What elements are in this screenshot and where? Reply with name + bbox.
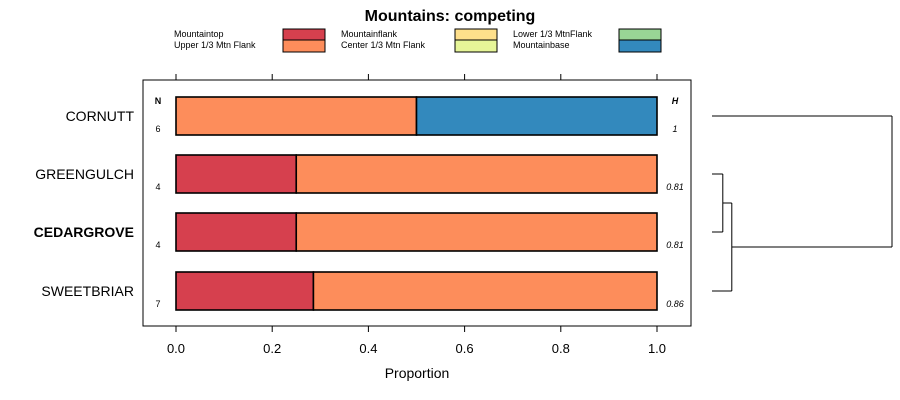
x-axis: 0.0 0.2 0.4 0.6 0.8 1.0	[167, 74, 666, 356]
legend-label-upper-1-3-mtn-flank: Upper 1/3 Mtn Flank	[174, 40, 256, 50]
legend-label-center-1-3-mtn-flank: Center 1/3 Mtn Flank	[341, 40, 426, 50]
row-label-cedargrove: CEDARGROVE	[34, 224, 134, 240]
bar-cedargrove-upper-1-3-mtn-flank	[295, 212, 658, 252]
dendrogram	[712, 115, 893, 292]
x-tick-label: 0.2	[263, 341, 281, 356]
row-annotations: 6 1 4 0.81 4 0.81 7 0.86	[155, 124, 683, 309]
x-tick-label: 1.0	[648, 341, 666, 356]
h-value-cedargrove: 0.81	[666, 240, 684, 250]
bar-greengulch-mountaintop	[175, 154, 298, 194]
bar-cedargrove-mountaintop	[175, 212, 298, 252]
row-label-sweetbriar: SWEETBRIAR	[41, 283, 134, 299]
chart-title: Mountains: competing	[365, 8, 536, 25]
legend-swatch-mountainbase	[618, 39, 662, 53]
bar-cornutt-upper-1-3-mtn-flank	[175, 96, 418, 136]
x-tick-label: 0.6	[456, 341, 474, 356]
n-value-sweetbriar: 7	[155, 299, 160, 309]
n-value-greengulch: 4	[155, 182, 160, 192]
row-label-greengulch: GREENGULCH	[35, 166, 134, 182]
bars-group	[175, 96, 658, 311]
x-tick-label: 0.4	[359, 341, 377, 356]
legend-label-mountainflank: Mountainflank	[341, 29, 398, 39]
legend-label-lower-1-3-mtnflank: Lower 1/3 MtnFlank	[513, 29, 593, 39]
bar-sweetbriar-mountaintop	[175, 271, 315, 311]
n-value-cedargrove: 4	[155, 240, 160, 250]
legend-swatch-mountainflank	[454, 28, 498, 42]
legend-swatch-mountaintop	[282, 28, 326, 42]
h-value-cornutt: 1	[672, 124, 677, 134]
legend-label-mountaintop: Mountaintop	[174, 29, 224, 39]
x-axis-label: Proportion	[385, 365, 450, 381]
legend-swatch-upper-1-3-mtn-flank	[282, 39, 326, 53]
legend-swatch-center-1-3-mtn-flank	[454, 39, 498, 53]
h-value-sweetbriar: 0.86	[666, 299, 684, 309]
x-tick-label: 0.0	[167, 341, 185, 356]
n-column-header: N	[155, 96, 162, 106]
row-labels: CORNUTT GREENGULCH CEDARGROVE SWEETBRIAR	[34, 108, 135, 299]
bar-cornutt-mountainbase	[415, 96, 658, 136]
row-label-cornutt: CORNUTT	[66, 108, 135, 124]
n-value-cornutt: 6	[155, 124, 160, 134]
bar-sweetbriar-upper-1-3-mtn-flank	[312, 271, 658, 311]
plot-frame	[142, 79, 692, 327]
legend-swatch-lower-1-3-mtnflank	[618, 28, 662, 42]
h-value-greengulch: 0.81	[666, 182, 684, 192]
x-tick-label: 0.8	[552, 341, 570, 356]
h-column-header: H	[672, 96, 679, 106]
legend-label-mountainbase: Mountainbase	[513, 40, 570, 50]
bar-greengulch-upper-1-3-mtn-flank	[295, 154, 658, 194]
